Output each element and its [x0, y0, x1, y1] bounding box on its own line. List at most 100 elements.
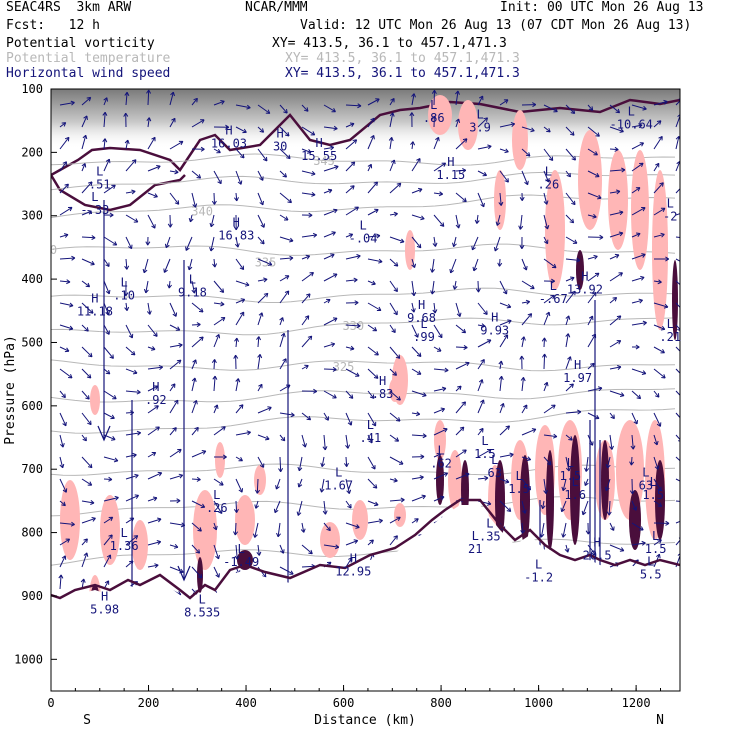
wind-arrow [59, 478, 67, 493]
wind-arrow [301, 335, 313, 348]
wind-arrowhead [619, 392, 625, 397]
wind-arrowhead [289, 255, 294, 261]
wind-arrow [519, 214, 523, 230]
wind-arrowhead [154, 563, 159, 569]
wind-arrow [499, 99, 509, 106]
wind-arrowhead [541, 337, 547, 342]
wind-arrowhead [309, 272, 314, 277]
wind-arrow [389, 368, 397, 376]
wind-arrow [477, 477, 489, 480]
wind-arrow [389, 499, 405, 502]
wind-arrow [279, 236, 294, 242]
wind-arrow [653, 390, 660, 398]
wind-arrowhead [435, 136, 440, 142]
wind-arrow [653, 456, 659, 470]
wind-arrowhead [156, 540, 162, 545]
wind-arrowhead [677, 114, 680, 117]
pv-fill [458, 100, 478, 150]
wind-arrowhead [198, 308, 204, 313]
theta-line [51, 153, 676, 166]
wind-arrowhead [346, 489, 352, 494]
extremum-type: L [472, 529, 479, 543]
wind-arrowhead [475, 288, 481, 293]
wind-arrow [565, 315, 570, 326]
wind-arrow [213, 317, 226, 326]
wind-arrow [411, 158, 421, 172]
pv-fill [90, 385, 100, 415]
wind-arrowhead [157, 517, 162, 523]
wind-arrowhead [296, 511, 302, 516]
wind-arrowhead [124, 91, 130, 97]
wind-arrowhead [641, 207, 646, 212]
wind-arrow [565, 356, 571, 370]
wind-arrow [367, 324, 377, 332]
wind-arrowhead [396, 516, 401, 522]
wind-arrow [367, 235, 380, 238]
wind-arrow [675, 236, 680, 239]
wind-arrow [499, 425, 510, 436]
wind-arrowhead [459, 426, 465, 432]
extremum-value: .99 [413, 330, 435, 344]
wind-arrowhead [396, 396, 401, 401]
wind-arrow [59, 574, 62, 590]
wind-arrow [323, 273, 338, 282]
extremum-value: 21 [468, 542, 482, 556]
wind-arrow [433, 162, 446, 172]
wind-arrow [301, 365, 309, 370]
wind-arrow [431, 280, 435, 295]
wind-arrow [279, 192, 292, 203]
wind-arrowhead [576, 257, 581, 263]
extremum-value: 30 [273, 140, 287, 154]
wind-arrowhead [71, 255, 76, 261]
wind-arrow [191, 192, 196, 208]
wind-arrow [345, 434, 349, 449]
wind-arrowhead [373, 181, 378, 186]
wind-arrowhead [219, 481, 224, 486]
wind-arrow [59, 183, 69, 194]
wind-arrowhead [177, 448, 182, 454]
extremum-value: 63 [487, 466, 501, 480]
wind-arrowhead [372, 326, 378, 332]
wind-arrowhead [443, 472, 449, 477]
wind-arrow [103, 158, 110, 172]
pv-fill [60, 480, 80, 560]
wind-arrowhead [594, 272, 600, 277]
wind-arrowhead [136, 389, 141, 395]
wind-arrowhead [326, 526, 331, 532]
wind-arrow [323, 434, 326, 450]
wind-arrow [254, 522, 259, 538]
wind-arrowhead [332, 317, 338, 322]
wind-arrow [169, 118, 176, 128]
pv-fill [132, 520, 148, 570]
wind-arrow [103, 184, 116, 194]
wind-arrow [345, 540, 358, 546]
wind-arrow [521, 404, 528, 414]
wind-arrowhead [370, 134, 375, 140]
wind-arrow [521, 170, 529, 185]
wind-arrow [653, 412, 661, 427]
wind-arrow [521, 301, 530, 304]
wind-arrow [323, 412, 329, 421]
extremum-value: 1.36 [110, 539, 139, 553]
wind-arrow [235, 378, 239, 392]
wind-arrow [411, 476, 424, 480]
wind-arrow [235, 404, 244, 414]
wind-arrow [345, 557, 353, 568]
field-xy-pv: XY= 413.5, 36.1 to 457.1,471.3 [272, 36, 507, 51]
extremum-type: L [335, 466, 342, 480]
wind-arrow [389, 258, 399, 267]
wind-arrowhead [390, 159, 396, 165]
wind-arrowhead [290, 412, 295, 418]
wind-arrow [499, 453, 514, 458]
wind-arrow [499, 500, 512, 512]
wind-arrow [521, 522, 524, 534]
wind-arrow [345, 206, 359, 216]
wind-arrowhead [525, 152, 531, 157]
wind-arrowhead [287, 198, 292, 204]
wind-arrowhead [461, 328, 467, 334]
wind-arrowhead [225, 124, 230, 130]
wind-arrowhead [297, 466, 303, 472]
wind-arrow [323, 209, 338, 216]
wind-arrow [257, 214, 265, 228]
wind-arrowhead [657, 279, 662, 285]
